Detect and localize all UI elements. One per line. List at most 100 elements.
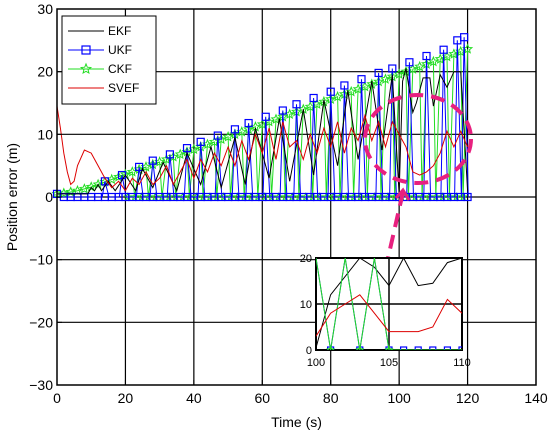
ckf-marker — [225, 192, 236, 201]
ckf-marker — [379, 73, 391, 84]
inset-plot: 100 105 110 0 10 20 — [300, 253, 471, 369]
inset-x-tick-label: 100 — [307, 357, 325, 369]
ckf-marker — [431, 192, 441, 201]
ckf-marker — [301, 192, 311, 201]
ckf-marker — [328, 192, 338, 201]
ckf-marker — [362, 192, 372, 201]
inset-y-tick-label: 20 — [300, 253, 312, 265]
legend-label-ckf: CKF — [108, 62, 132, 76]
legend: EKF UKF CKF SVEF — [61, 15, 157, 105]
ckf-marker — [314, 192, 325, 201]
ckf-marker — [232, 192, 242, 201]
ckf-marker — [273, 192, 283, 201]
ckf-marker — [345, 85, 357, 97]
inset-ckf-line — [316, 258, 462, 350]
series-layer — [51, 33, 474, 202]
ckf-marker — [287, 192, 297, 201]
y-tick-label: 0 — [45, 189, 53, 205]
ukf-marker — [196, 137, 205, 146]
ukf-marker — [165, 150, 175, 159]
x-tick-label: 120 — [456, 390, 480, 406]
ckf-marker — [212, 192, 222, 201]
ckf-marker — [246, 192, 256, 201]
ckf-marker — [191, 192, 201, 201]
zoom-arrow — [394, 187, 411, 201]
ckf-marker — [150, 192, 160, 201]
ukf-marker — [405, 58, 414, 67]
ckf-marker — [414, 60, 426, 72]
y-tick-label: −20 — [29, 314, 53, 330]
legend-label-svef: SVEF — [108, 81, 139, 95]
ukf-marker — [213, 131, 222, 140]
x-tick-label: 0 — [53, 390, 61, 406]
inset-svef-line — [316, 294, 462, 337]
inset-series — [316, 258, 462, 350]
y-tick-label: −30 — [29, 377, 53, 393]
ckf-marker — [444, 192, 455, 201]
y-axis-label: Position error (m) — [4, 143, 20, 251]
ckf-marker — [458, 192, 468, 201]
x-tick-label: 40 — [186, 390, 202, 406]
legend-label-ekf: EKF — [108, 24, 131, 38]
ckf-marker — [369, 192, 379, 201]
ukf-marker — [261, 112, 270, 121]
y-tick-label: 10 — [37, 126, 53, 142]
ckf-marker — [85, 181, 97, 192]
ckf-marker — [171, 192, 181, 201]
zoom-highlight — [363, 93, 473, 259]
ukf-marker — [374, 68, 383, 78]
x-tick-label: 80 — [323, 390, 339, 406]
ukf-marker — [439, 45, 448, 54]
ckf-marker — [417, 192, 427, 201]
inset-y-tick-label: 0 — [306, 345, 312, 357]
ckf-marker — [198, 192, 208, 201]
ukf-marker — [230, 125, 240, 134]
ckf-marker — [253, 192, 263, 201]
ckf-marker — [266, 192, 277, 201]
ckf-marker — [335, 192, 345, 201]
x-tick-label: 60 — [254, 390, 270, 406]
ukf-marker — [278, 106, 287, 115]
ckf-marker — [321, 192, 331, 201]
ckf-marker — [393, 68, 405, 79]
x-tick-label: 100 — [387, 390, 411, 406]
inset-y-tick-label: 10 — [300, 299, 312, 311]
x-axis-label: Time (s) — [271, 414, 322, 430]
ckf-marker — [451, 192, 461, 201]
ckf-marker — [177, 192, 188, 201]
y-tick-label: −10 — [29, 252, 53, 268]
ckf-marker — [157, 192, 167, 201]
ukf-marker — [81, 45, 91, 55]
ukf-marker — [340, 81, 349, 90]
ckf-marker — [349, 192, 359, 201]
ukf-marker — [388, 64, 397, 73]
ukf-marker — [148, 156, 157, 165]
ukf-marker — [460, 33, 469, 42]
x-tick-label: 20 — [118, 390, 134, 406]
inset-x-tick-label: 110 — [453, 357, 471, 369]
ckf-marker — [174, 148, 186, 160]
zoom-ellipse — [363, 93, 473, 185]
ukf-marker — [463, 192, 472, 202]
ckf-marker — [136, 192, 147, 201]
ckf-marker — [270, 113, 282, 124]
ckf-marker — [427, 55, 439, 67]
ckf-marker — [294, 192, 304, 201]
ukf-marker — [422, 51, 431, 61]
ckf-marker — [366, 78, 378, 89]
ckf-marker — [308, 192, 318, 201]
zoom-connector — [386, 191, 405, 259]
ukf-marker — [400, 346, 408, 350]
ckf-marker — [438, 192, 448, 201]
ckf-marker — [383, 192, 393, 201]
ckf-marker — [410, 192, 420, 201]
ckf-marker — [222, 130, 234, 142]
ckf-marker — [424, 192, 434, 201]
ckf-marker — [342, 192, 352, 201]
ckf-marker — [318, 95, 330, 107]
ukf-marker — [357, 75, 366, 84]
ckf-marker — [164, 192, 174, 201]
svef-series-line — [56, 106, 469, 192]
ukf-marker — [429, 346, 437, 350]
